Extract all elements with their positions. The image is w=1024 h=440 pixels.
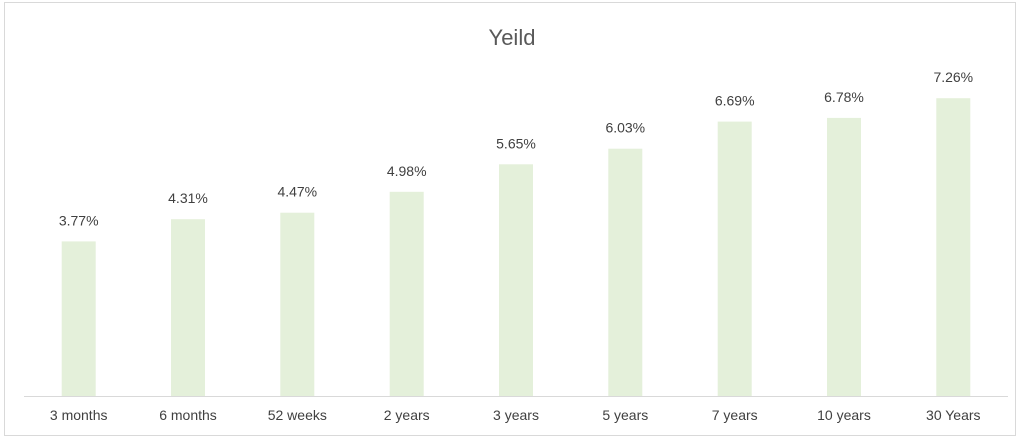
data-label-8: 7.26% [933, 69, 973, 85]
category-label-6: 7 years [712, 407, 758, 423]
category-label-4: 3 years [493, 407, 539, 423]
data-label-3: 4.98% [387, 163, 427, 179]
chart-title: Yeild [489, 25, 536, 50]
data-label-4: 5.65% [496, 135, 536, 151]
bars-group [61, 98, 971, 397]
category-label-8: 30 Years [926, 407, 981, 423]
data-label-7: 6.78% [824, 89, 864, 105]
bar-3 [389, 191, 424, 396]
bar-5 [608, 148, 643, 396]
category-label-0: 3 months [50, 407, 108, 423]
data-labels-group: 3.77% 4.31% 4.47% 4.98% 5.65% 6.03% 6.69% 6.78%… [59, 69, 973, 228]
bar-4 [499, 164, 533, 396]
bar-6 [717, 121, 752, 396]
data-label-1: 4.31% [168, 190, 208, 206]
category-label-1: 6 months [159, 407, 217, 423]
bar-1 [171, 219, 205, 396]
data-label-5: 6.03% [605, 120, 645, 136]
data-label-0: 3.77% [59, 212, 99, 228]
category-label-3: 2 years [384, 407, 430, 423]
bar-7 [827, 117, 861, 397]
bar-2 [280, 212, 315, 396]
data-label-6: 6.69% [715, 93, 755, 109]
category-label-2: 52 weeks [268, 407, 327, 423]
category-labels-group: 3 months 6 months 52 weeks 2 years 3 years 5 … [50, 407, 981, 423]
bar-0 [61, 241, 96, 396]
category-label-5: 5 years [602, 407, 648, 423]
bar-8 [936, 98, 971, 396]
data-label-2: 4.47% [277, 184, 317, 200]
category-label-7: 10 years [817, 407, 871, 423]
